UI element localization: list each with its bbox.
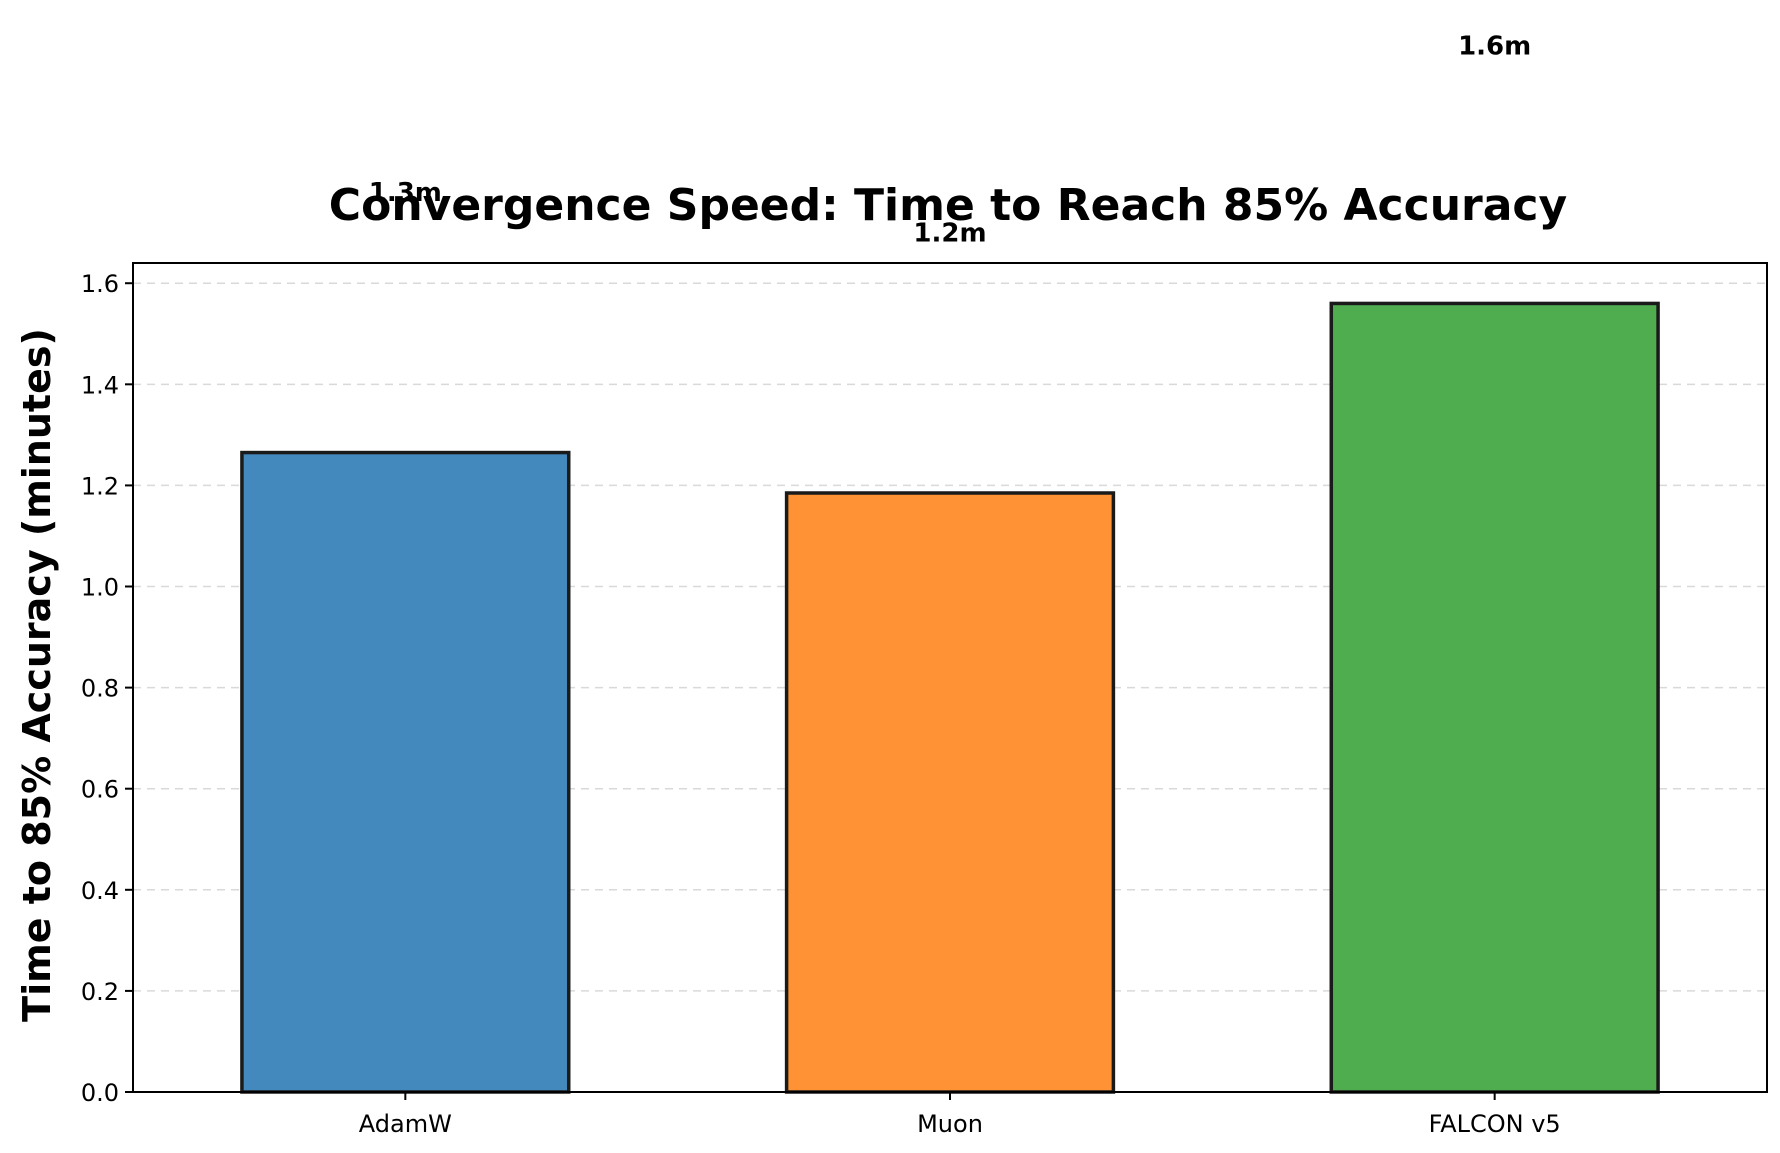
data-label: 1.3m bbox=[369, 178, 442, 208]
y-axis-label: Time to 85% Accuracy (minutes) bbox=[15, 328, 59, 1022]
bar-adamw bbox=[240, 450, 571, 1094]
y-axis-ticks: 0.0 0.2 0.4 0.6 0.8 1.0 1.2 1.4 1.6 bbox=[81, 270, 133, 1107]
data-labels: 1.3m 1.2m 1.6m bbox=[369, 32, 1531, 249]
y-tick-label: 0.6 bbox=[81, 776, 119, 804]
y-tick-label: 1.4 bbox=[81, 371, 119, 399]
x-tick-label: AdamW bbox=[359, 1110, 452, 1138]
bars bbox=[240, 301, 1660, 1094]
y-tick-label: 0.8 bbox=[81, 675, 119, 703]
bar-falcon-v5 bbox=[1329, 301, 1660, 1094]
y-tick-label: 0.0 bbox=[81, 1079, 119, 1107]
y-tick-label: 0.2 bbox=[81, 978, 119, 1006]
y-tick-label: 1.2 bbox=[81, 472, 119, 500]
chart-title: Convergence Speed: Time to Reach 85% Acc… bbox=[329, 180, 1567, 231]
y-tick-label: 1.6 bbox=[81, 270, 119, 298]
x-tick-label: FALCON v5 bbox=[1429, 1110, 1561, 1138]
bar-muon bbox=[784, 491, 1116, 1094]
data-label: 1.2m bbox=[913, 219, 986, 249]
x-tick-label: Muon bbox=[917, 1110, 983, 1138]
y-tick-label: 0.4 bbox=[81, 877, 119, 905]
y-tick-label: 1.0 bbox=[81, 574, 119, 602]
x-axis-ticks: AdamW Muon FALCON v5 bbox=[359, 1092, 1561, 1138]
data-label: 1.6m bbox=[1458, 32, 1531, 62]
